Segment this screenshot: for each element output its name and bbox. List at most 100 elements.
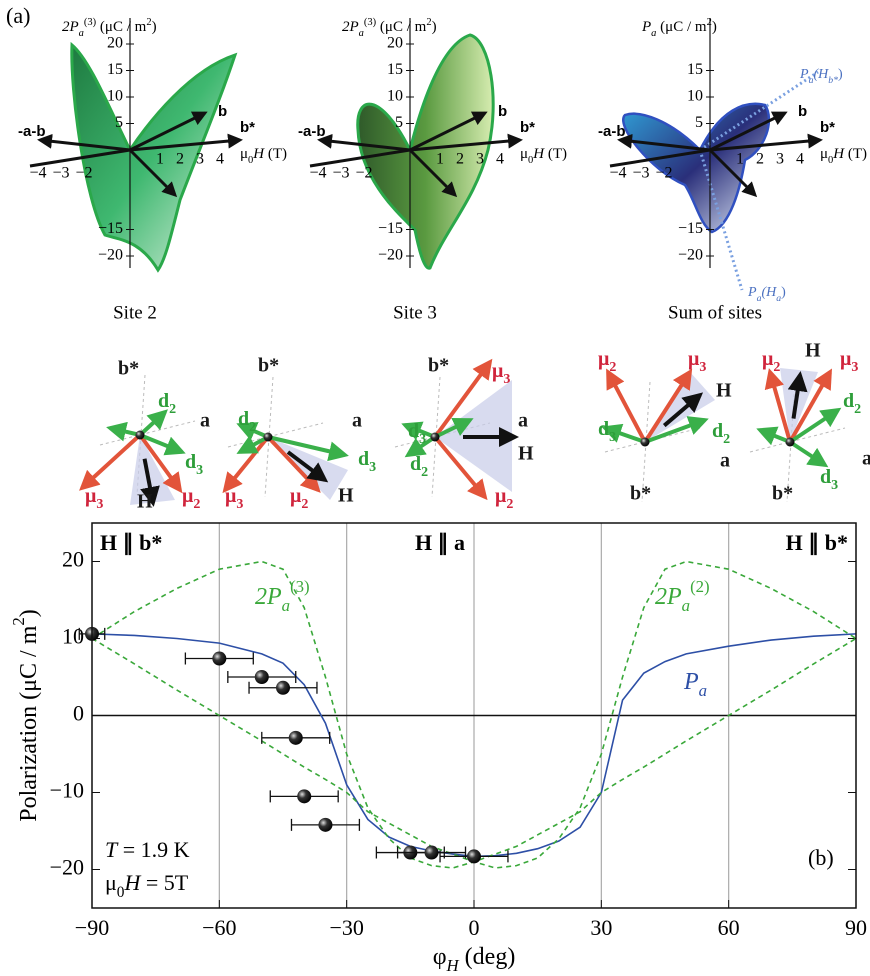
x-axis-label-part: μ [820,146,828,162]
data-point [425,846,439,860]
x-tick-label: −2 [75,165,92,182]
y-tick-label: 20 [62,547,84,572]
z-tick-label: 5 [115,114,123,131]
y-tick-label: 0 [73,701,84,726]
x-tick-label: 90 [845,915,867,940]
x-tick-label: −3 [52,165,69,182]
y-axis-label-part: 2 [9,617,28,625]
x-tick-label: 4 [496,151,504,168]
annotation: H ∥ a [415,530,465,556]
y-tick-label: −20 [50,855,84,880]
z-axis-label-part: (μC / m [376,19,426,35]
vector-label-part: μ [762,348,774,370]
vector-label: H [716,380,732,402]
atom [786,438,795,447]
axis-name: b* [240,119,255,136]
vector-label: μ3 [688,348,706,375]
vector-label: b* [258,355,279,377]
x-axis-label-part: μ [520,146,528,162]
x-tick-label: −2 [655,165,672,182]
x-axis-label-part: (T) [844,146,867,162]
series-label-part: (3) [290,577,310,596]
vector-label-part: μ [182,485,194,507]
atom [641,438,650,447]
annotation: Pa(Hb*) [799,67,843,86]
z-tick-label: 10 [687,88,703,105]
x-tick-label: 3 [476,151,484,168]
field-cone [645,372,715,442]
annotation-part: = 5T [140,870,188,895]
x-tick-label: −30 [329,915,363,940]
z-tick-label: 15 [687,61,703,78]
data-point [276,681,290,695]
x-axis-label: μ0H (T) [240,146,287,165]
vector-label-part: 3 [369,460,376,475]
x-axis-label-part: μ [240,146,248,162]
z-axis-label-part: ) [712,19,717,35]
vector-label: μ2 [182,485,200,512]
vector-label: b* [630,483,651,505]
x-tick-label: −90 [75,915,109,940]
x-tick-label: 1 [436,151,444,168]
surface [72,45,235,270]
vector-label: d3 [598,418,616,445]
vector-label: a [200,410,210,432]
annotation: H ∥ b* [100,530,162,556]
vector-label-part: 3 [236,497,243,512]
z-tick-label: 10 [387,88,403,105]
x-axis-label-part: (T) [544,146,567,162]
x-tick-label: −60 [202,915,236,940]
caption: Site 2 [113,302,157,323]
vector-label: b* [772,483,793,505]
vector-label-part: d [820,466,831,488]
vector-label-part: d [408,420,419,442]
vector-label: μ3 [492,360,510,387]
z-axis-label-part: (μC / m [656,19,706,35]
series-label: 2Pa(2) [655,577,710,615]
vector-label-part: 2 [723,432,730,447]
x-axis-label-part: (deg) [459,944,516,970]
x-tick-label: 4 [796,151,804,168]
annotation-part: P [799,67,809,82]
axis-name: b [218,103,227,120]
axis-name: -a-b [598,123,626,140]
vector-label: d2 [843,390,861,417]
annotation: μ0H = 5T [105,870,189,901]
moment-arrow [225,437,268,490]
annotation-part: = 1.9 K [117,837,189,862]
x-tick-label: −3 [332,165,349,182]
x-tick-label: 60 [718,915,740,940]
d-arrow [790,442,825,465]
annotation: Pa(Ha) [747,285,786,304]
x-axis-label-part: H [446,956,460,975]
z-tick-label: 10 [107,88,123,105]
z-tick-label: −15 [378,220,403,237]
z-tick-label: −20 [98,247,123,264]
vector-label-part: 3 [96,497,103,512]
vector-label-part: μ [495,485,507,507]
vector-label-part: 2 [301,497,308,512]
axis-name: -a-b [298,123,326,140]
vector-label: d3 [185,451,203,478]
series-label-part: P [683,669,699,695]
z-axis-label-part: (3) [84,17,97,28]
z-tick-label: 15 [387,61,403,78]
vector-label-part: μ [492,360,504,382]
z-tick-label: 20 [107,35,123,52]
z-tick-label: 15 [107,61,123,78]
vector-label-part: d [238,408,249,430]
x-tick-label: 1 [736,151,744,168]
y-tick-label: −10 [50,778,84,803]
axis-name: -a-b [18,123,46,140]
vector-label-part: d [712,420,723,442]
vector-label-part: d [598,418,609,440]
axis-name: b [798,103,807,120]
vector-label: d3 [358,448,376,475]
vector-label-part: 2 [249,420,256,435]
vector-label: d3 [408,420,426,447]
x-tick-label: −4 [609,165,626,182]
vector-label-part: 2 [773,360,780,375]
atom [431,433,440,442]
moment-arrow [82,435,140,488]
figure: (a)2Pa(3) (μC / m2)2015105−15−20−4−3−212… [0,0,870,976]
